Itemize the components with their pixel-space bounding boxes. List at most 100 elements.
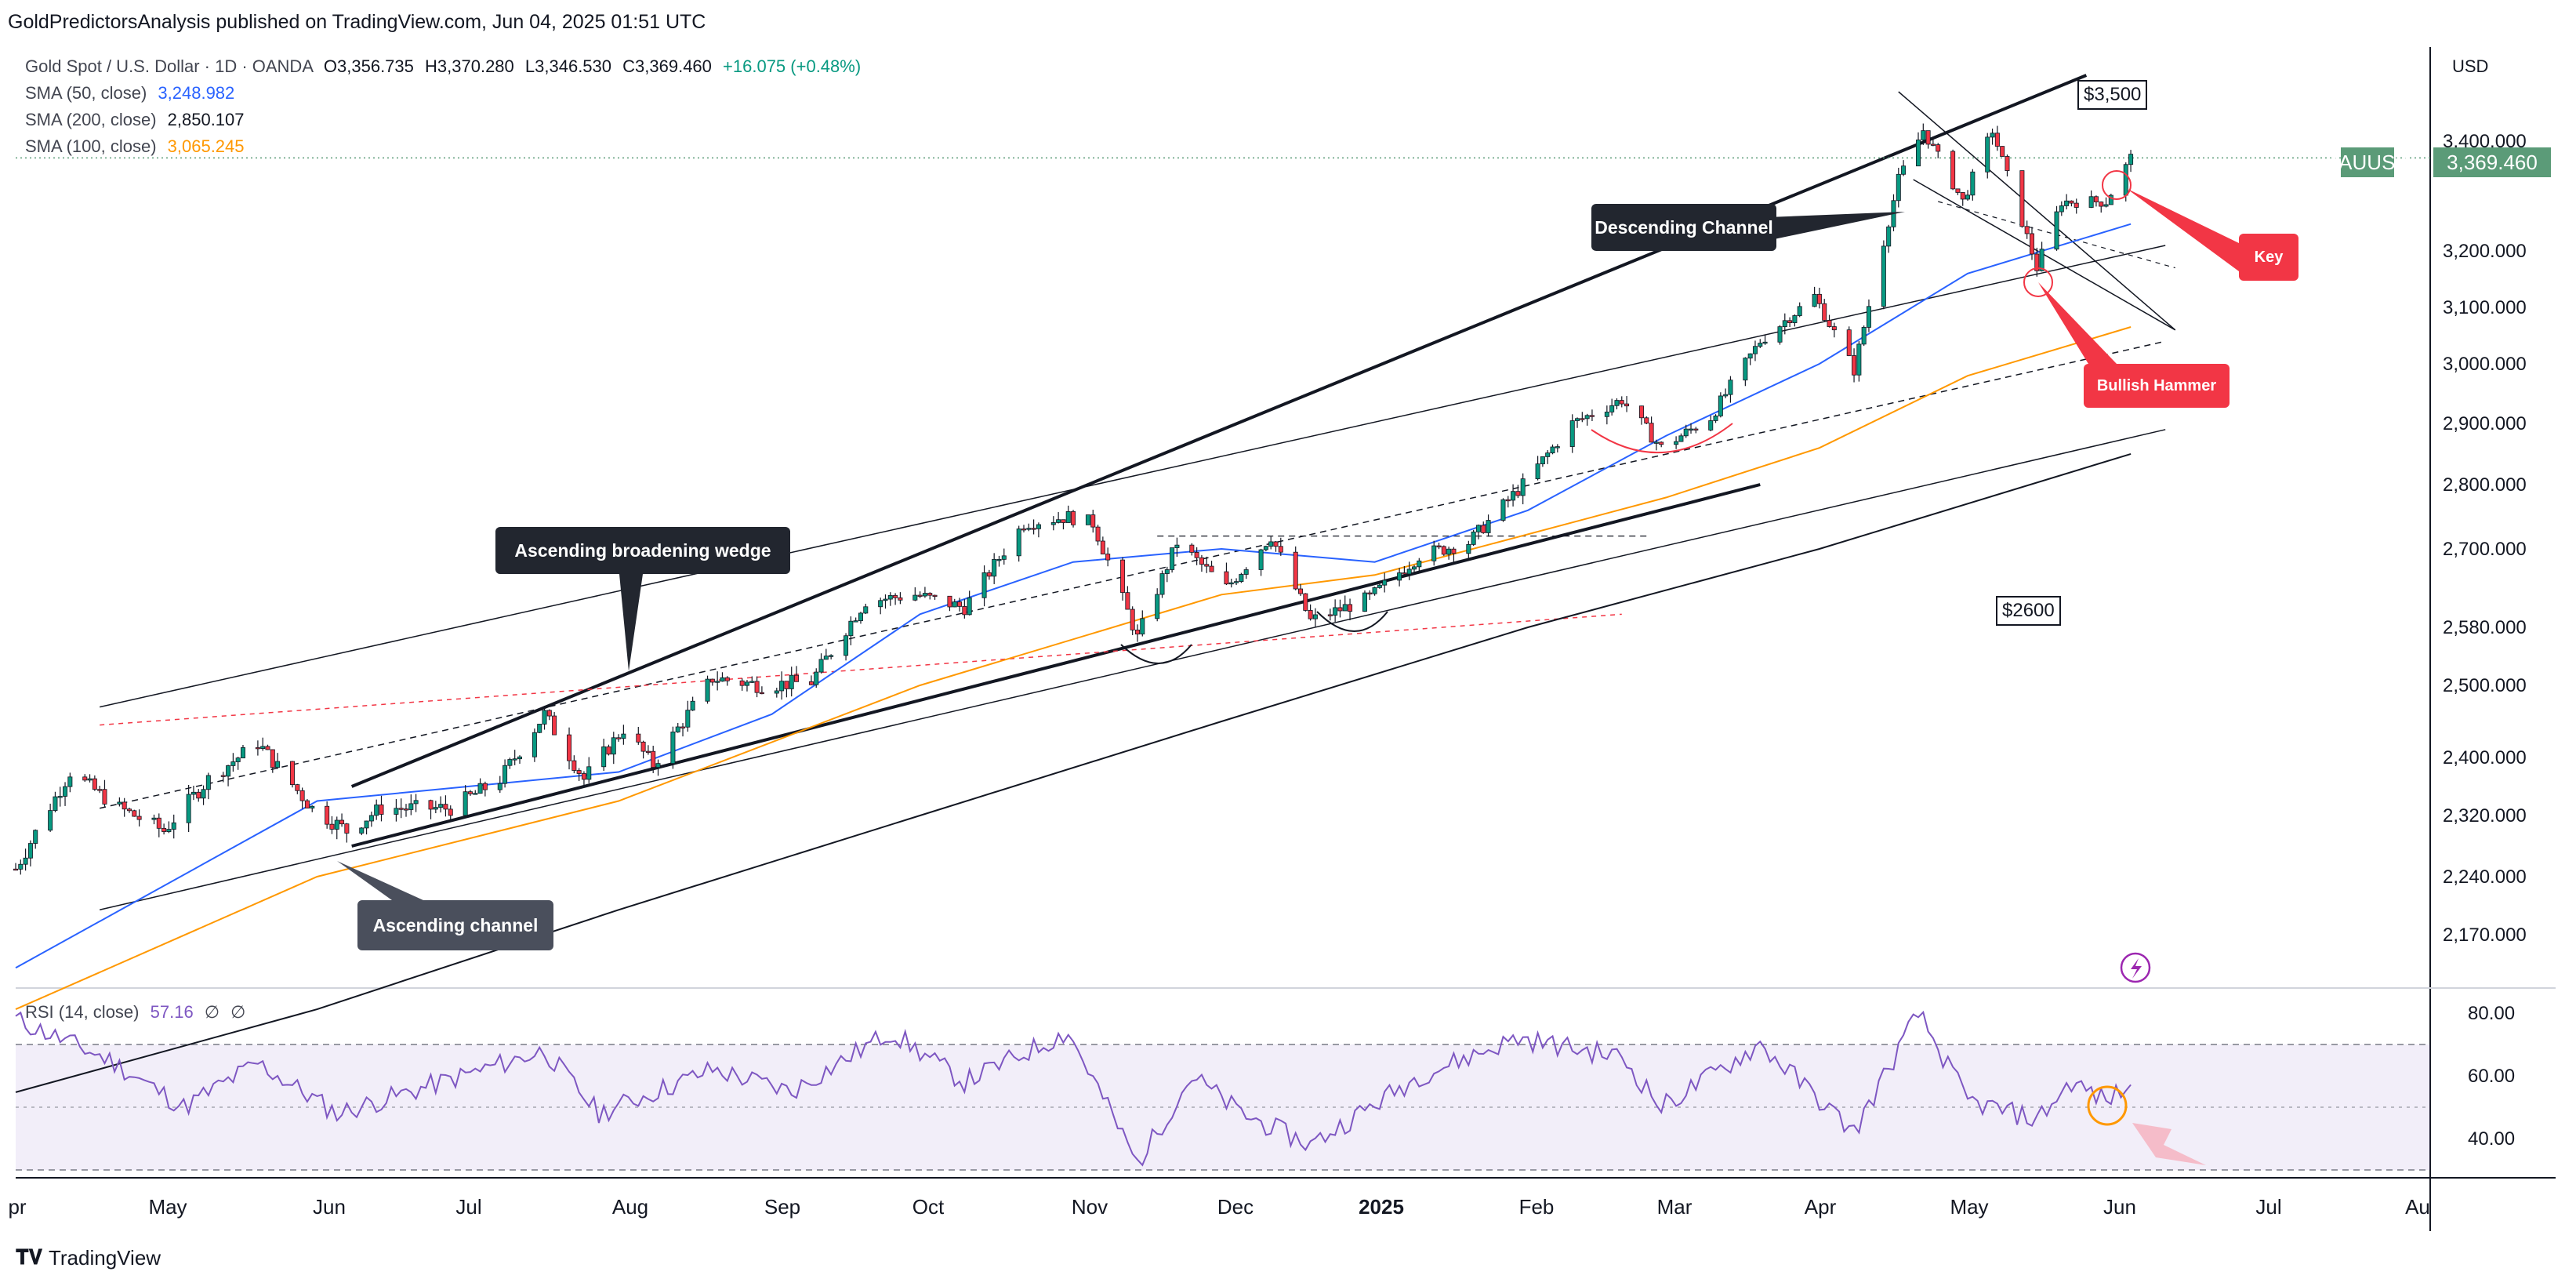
sma50-label: SMA (50, close): [25, 83, 147, 103]
candle-body: [601, 746, 607, 768]
candle-body: [912, 594, 918, 601]
hammer-pointer: [2038, 282, 2117, 364]
time-tick-label: Apr: [1805, 1195, 1837, 1219]
time-tick-label: May: [1950, 1195, 1988, 1219]
candle-body: [473, 793, 478, 795]
candle-body: [922, 593, 927, 597]
candle-body: [1985, 136, 1990, 173]
candle-body: [1273, 541, 1279, 547]
candle-body: [1827, 320, 1832, 327]
candle-body: [1090, 514, 1096, 528]
candle-body: [1140, 618, 1145, 635]
candle-body: [1649, 423, 1654, 443]
ascending-broadening-wedge-label[interactable]: Ascending broadening wedge: [495, 527, 790, 574]
candle-body: [1263, 546, 1268, 550]
rsi-label: RSI (14, close): [25, 1002, 140, 1022]
candle-body: [398, 808, 404, 810]
level-3500-label[interactable]: $3,500: [2077, 80, 2148, 110]
candle-body: [1545, 452, 1551, 457]
descending-channel-label[interactable]: Descending Channel: [1591, 204, 1776, 251]
candle-body: [1994, 133, 2000, 147]
candle-body: [1224, 571, 1229, 585]
candle-body: [1382, 579, 1388, 586]
annotation-marks: [337, 170, 2239, 1165]
candle-body: [53, 796, 58, 812]
candle-body: [744, 681, 749, 686]
candle-body: [379, 805, 384, 815]
bullish-hammer-label[interactable]: Bullish Hammer: [2084, 364, 2230, 408]
rsi-series-line: [15, 1010, 2132, 1167]
candle-body: [1159, 573, 1165, 595]
key-label[interactable]: Key: [2239, 234, 2298, 281]
ohlc-low: L3,346.530: [524, 56, 612, 76]
candle-body: [1619, 400, 1624, 405]
candle-body: [136, 816, 142, 820]
ascending-channel-label[interactable]: Ascending channel: [357, 900, 553, 950]
currency-label[interactable]: USD: [2452, 56, 2489, 76]
candle-body: [57, 796, 63, 798]
candle-body: [1881, 245, 1886, 307]
candle-body: [606, 746, 611, 755]
rsi-band: [16, 1044, 2430, 1171]
candle-body: [986, 572, 992, 577]
candle-body: [1021, 529, 1026, 531]
candle-body: [1397, 572, 1402, 581]
candle-body: [1965, 194, 1971, 200]
candles: [13, 123, 2134, 875]
candle-body: [1925, 130, 1931, 145]
candle-body: [1782, 320, 1787, 328]
candle-body: [1120, 559, 1126, 594]
chart-legend: Gold Spot / U.S. Dollar · 1D · OANDA O3,…: [25, 53, 861, 160]
candle-body: [1535, 463, 1540, 480]
candle-body: [883, 598, 888, 601]
key-pointer: [2126, 188, 2239, 271]
rsi-orange-circle: [2087, 1085, 2128, 1126]
candle-body: [887, 594, 893, 600]
candle-body: [1050, 522, 1056, 525]
candle-body: [1723, 394, 1729, 397]
descending-channel-pointer: [1748, 212, 1905, 245]
sma200-label: SMA (200, close): [25, 110, 157, 129]
candle-body: [265, 746, 270, 750]
footer-brand[interactable]: 𝐓𝐕 TradingView: [16, 1245, 161, 1270]
candle-body: [1752, 346, 1758, 354]
candle-body: [151, 817, 157, 820]
candle-body: [404, 808, 409, 811]
candle-body: [304, 800, 310, 808]
candle-body: [863, 606, 869, 614]
price-tick-label: 2,400.000: [2443, 747, 2527, 768]
candle-body: [448, 808, 453, 816]
candle-body: [1822, 303, 1827, 321]
candle-body: [368, 815, 374, 822]
candle-body: [952, 601, 957, 608]
candle-body: [1653, 441, 1659, 444]
candle-body: [2019, 170, 2025, 227]
candle-body: [1155, 594, 1160, 619]
candle-body: [1866, 306, 1871, 328]
candle-body: [87, 778, 93, 781]
candle-body: [1243, 569, 1249, 575]
sma100-label: SMA (100, close): [25, 136, 157, 156]
candle-body: [759, 692, 764, 695]
candle-body: [1199, 557, 1204, 565]
candle-body: [1234, 581, 1239, 583]
level-2600-label[interactable]: $2600: [1996, 596, 2061, 626]
time-tick-label: Jun: [313, 1195, 346, 1219]
candle-body: [1204, 564, 1210, 567]
candle-body: [1950, 151, 1956, 190]
candle-body: [651, 750, 656, 768]
candle-body: [893, 594, 898, 598]
candle-body: [67, 776, 73, 787]
time-tick-label: Au: [2405, 1195, 2430, 1219]
sma50-row: SMA (50, close) 3,248.982: [25, 80, 861, 107]
symbol-row: Gold Spot / U.S. Dollar · 1D · OANDA O3,…: [25, 53, 861, 80]
candle-body: [1333, 607, 1338, 616]
candle-body: [853, 620, 858, 623]
candle-body: [567, 734, 572, 761]
candle-body: [1555, 446, 1560, 449]
last-price-tag: 3,369.460: [2433, 147, 2551, 177]
symbol-name: Gold Spot / U.S. Dollar · 1D · OANDA: [25, 56, 313, 76]
candle-body: [1792, 315, 1798, 323]
candle-body: [2103, 204, 2109, 207]
